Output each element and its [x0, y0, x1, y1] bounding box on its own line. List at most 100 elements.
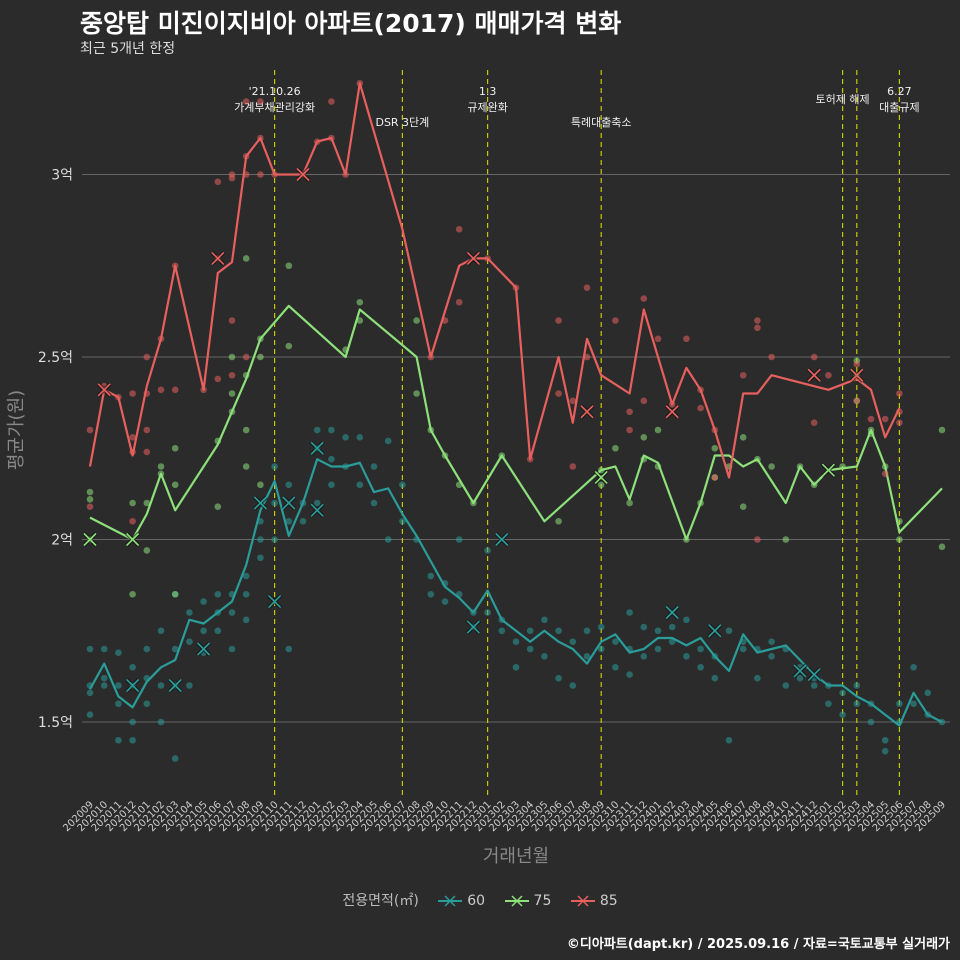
- data-point-60: [839, 689, 846, 697]
- data-point-85: [86, 426, 94, 434]
- event-label: 특례대출축소: [571, 116, 632, 129]
- data-point-60: [825, 700, 832, 708]
- y-tick-label: 3억: [51, 168, 73, 184]
- cross-marker-60: [807, 667, 821, 682]
- data-point-60: [640, 653, 648, 660]
- data-point-85: [143, 426, 151, 434]
- data-point-60: [683, 616, 690, 624]
- data-point-60: [924, 689, 932, 697]
- data-point-60: [399, 517, 406, 525]
- data-point-60: [143, 700, 151, 708]
- data-point-60: [86, 711, 94, 718]
- data-point-85: [214, 375, 222, 383]
- data-point-60: [839, 711, 846, 718]
- data-point-85: [683, 335, 690, 343]
- cross-marker-60: [126, 678, 140, 693]
- data-point-75: [228, 390, 236, 397]
- data-point-60: [654, 645, 662, 653]
- data-point-60: [157, 718, 165, 726]
- legend-item-75: 75: [504, 893, 551, 909]
- data-point-85: [754, 536, 761, 543]
- data-point-60: [356, 434, 364, 441]
- data-point-60: [768, 653, 775, 660]
- data-point-75: [143, 547, 151, 554]
- cross-marker-85: [466, 251, 480, 266]
- data-point-60: [299, 517, 307, 525]
- data-point-60: [342, 434, 349, 441]
- data-point-60: [257, 554, 264, 562]
- data-point-85: [257, 98, 264, 105]
- data-point-75: [214, 503, 222, 510]
- series-line-60: [89, 458, 943, 727]
- data-point-75: [739, 434, 747, 441]
- data-point-60: [271, 536, 278, 543]
- data-point-85: [754, 317, 761, 324]
- data-point-85: [228, 174, 236, 182]
- event-label: '21.10.26: [249, 85, 301, 98]
- data-point-60: [200, 627, 207, 635]
- data-point-60: [171, 645, 179, 653]
- data-point-60: [427, 572, 435, 580]
- cross-marker-75: [126, 532, 140, 547]
- data-point-85: [242, 98, 250, 105]
- data-point-85: [853, 361, 861, 368]
- cross-marker-60: [310, 503, 324, 517]
- data-point-85: [86, 503, 94, 510]
- data-point-60: [541, 616, 548, 624]
- data-point-60: [612, 638, 619, 645]
- data-point-75: [640, 434, 648, 441]
- legend: 전용면적(㎡) 60 75 85: [0, 890, 960, 910]
- data-point-75: [711, 444, 719, 452]
- cross-marker-60: [268, 594, 282, 609]
- data-point-60: [313, 426, 321, 434]
- cross-marker-60: [197, 642, 211, 656]
- event-label: 6.27: [887, 85, 912, 98]
- data-point-60: [896, 700, 903, 708]
- data-point-60: [214, 627, 222, 635]
- chart-title: 중앙탑 미진이지비아 아파트(2017) 매매가격 변화: [80, 9, 622, 38]
- data-point-60: [569, 638, 577, 645]
- data-point-60: [143, 645, 151, 653]
- legend-label-60: 60: [467, 893, 486, 909]
- data-point-60: [526, 645, 534, 653]
- series-line-85: [88, 82, 901, 479]
- data-point-60: [583, 653, 591, 660]
- data-point-60: [697, 663, 704, 671]
- data-point-60: [100, 645, 108, 653]
- data-point-85: [555, 390, 562, 397]
- data-point-85: [569, 397, 577, 405]
- data-point-75: [285, 342, 293, 350]
- data-point-85: [626, 408, 633, 416]
- data-point-60: [115, 700, 122, 708]
- cross-marker-60: [495, 532, 509, 547]
- data-point-60: [668, 623, 676, 631]
- data-point-60: [910, 700, 917, 708]
- data-point-60: [810, 682, 818, 689]
- data-point-85: [157, 386, 165, 394]
- y-tick-label: 2.5억: [38, 350, 73, 366]
- data-point-60: [86, 645, 94, 653]
- data-point-75: [157, 463, 165, 470]
- data-point-75: [228, 353, 236, 361]
- event-label: 대출규제: [879, 101, 919, 114]
- legend-swatch-60: [438, 895, 463, 907]
- data-point-75: [242, 463, 250, 470]
- data-point-75: [626, 499, 633, 507]
- data-point-75: [654, 426, 662, 434]
- data-point-60: [285, 517, 293, 525]
- data-point-60: [484, 609, 491, 616]
- data-point-85: [896, 419, 903, 427]
- event-label: 토허제 해제: [816, 92, 870, 106]
- data-point-60: [200, 598, 207, 605]
- data-point-85: [143, 353, 151, 361]
- data-point-85: [768, 353, 775, 361]
- data-point-60: [484, 547, 491, 554]
- data-point-60: [384, 536, 392, 543]
- data-point-85: [583, 353, 591, 361]
- data-point-60: [285, 645, 293, 653]
- data-point-60: [328, 426, 335, 434]
- data-point-85: [640, 397, 648, 405]
- data-point-75: [896, 536, 903, 543]
- data-point-60: [796, 674, 804, 682]
- data-point-60: [626, 671, 633, 678]
